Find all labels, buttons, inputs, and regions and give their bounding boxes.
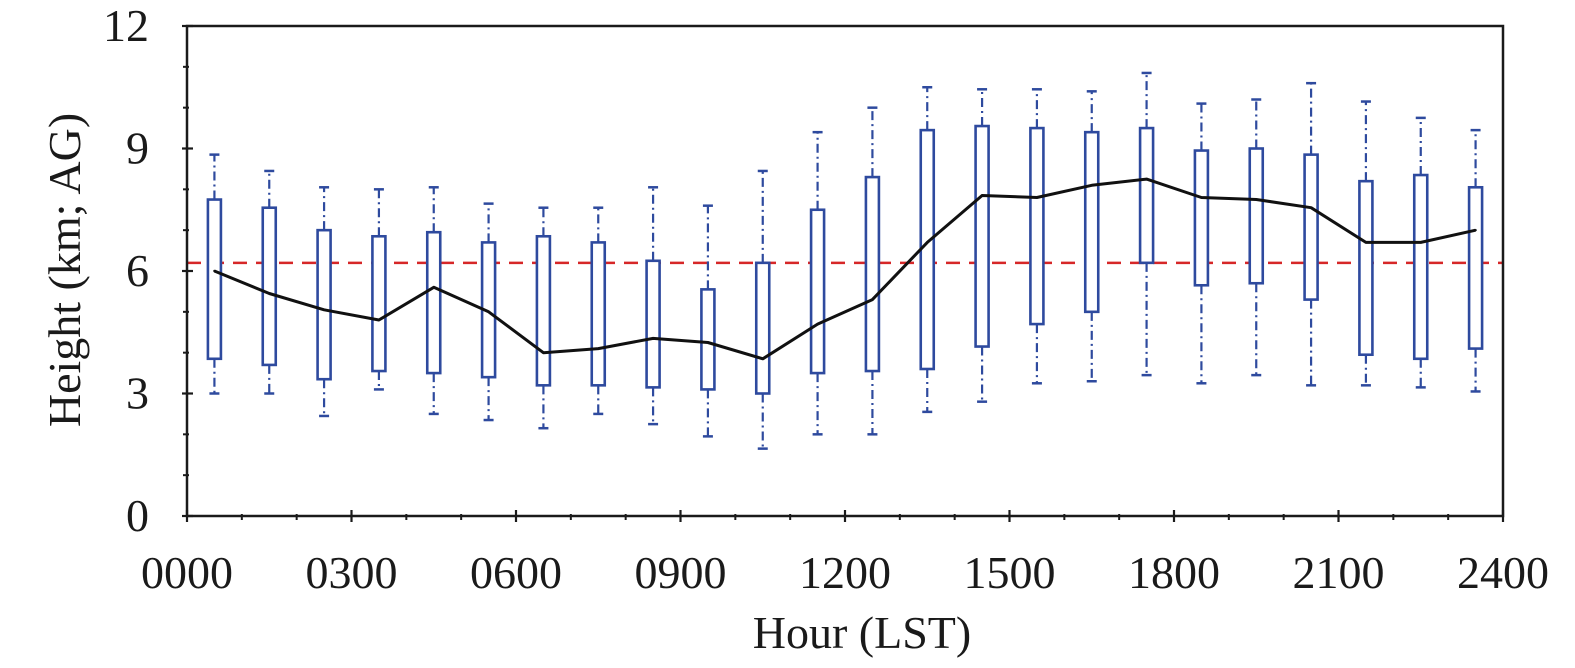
box-body <box>535 234 552 387</box>
median-point-3 <box>377 318 381 322</box>
box-body <box>974 124 990 348</box>
box-body <box>371 234 387 373</box>
box-5 <box>480 202 497 422</box>
median-point-14 <box>980 194 984 197</box>
median-point-18 <box>1200 196 1203 199</box>
box-body <box>700 288 716 391</box>
x-tick-label: 1200 <box>799 547 891 598</box>
median-point-7 <box>597 347 600 350</box>
median-point-20 <box>1309 206 1313 209</box>
median-point-9 <box>706 341 710 344</box>
median-point-10 <box>761 357 764 360</box>
x-tick-label: 1800 <box>1128 547 1220 598</box>
x-tick-label: 0000 <box>141 547 233 598</box>
box-body <box>809 208 826 375</box>
box-2 <box>316 186 332 418</box>
box-16 <box>1083 90 1100 383</box>
box-3 <box>371 188 387 391</box>
box-body <box>754 261 771 395</box>
y-axis-title: Height (km; AG) <box>39 113 90 427</box>
y-tick-label: 3 <box>126 368 149 419</box>
box-body <box>1248 147 1265 285</box>
box-body <box>1303 153 1319 301</box>
median-point-2 <box>322 308 326 311</box>
median-point-5 <box>487 310 490 314</box>
median-point-4 <box>432 286 435 289</box>
box-14 <box>974 88 990 403</box>
box-body <box>206 198 223 361</box>
box-18 <box>1193 102 1210 385</box>
y-tick-label: 0 <box>126 490 149 541</box>
x-tick-label: 0900 <box>635 547 727 598</box>
x-tick-label: 2100 <box>1293 547 1385 598</box>
box-body <box>919 128 936 371</box>
box-11 <box>809 130 826 436</box>
x-tick-label: 0600 <box>470 547 562 598</box>
y-tick-label: 9 <box>126 123 149 174</box>
box-4 <box>425 186 442 416</box>
box-body <box>1083 130 1100 314</box>
median-point-16 <box>1090 184 1093 187</box>
box-body <box>645 259 661 389</box>
box-20 <box>1303 81 1319 387</box>
median-point-11 <box>816 322 819 326</box>
box-body <box>1193 149 1210 287</box>
box-22 <box>1412 116 1429 389</box>
box-body <box>425 230 442 375</box>
box-body <box>1467 185 1484 350</box>
box-15 <box>1029 88 1045 385</box>
median-point-8 <box>651 337 655 340</box>
y-tick-label: 12 <box>103 0 149 51</box>
box-body <box>864 175 881 373</box>
median-point-22 <box>1419 241 1422 244</box>
median-line <box>213 177 1476 361</box>
box-17 <box>1138 71 1155 377</box>
box-23 <box>1467 128 1484 393</box>
tick-layer <box>182 24 1505 522</box>
box-21 <box>1358 100 1374 387</box>
y-tick-label: 6 <box>126 245 149 296</box>
median-point-13 <box>926 241 929 244</box>
median-point-0 <box>213 269 216 273</box>
x-tick-label: 1500 <box>964 547 1056 598</box>
box-12 <box>864 106 881 436</box>
median-point-6 <box>542 351 545 354</box>
box-body <box>1358 179 1374 357</box>
median-point-21 <box>1364 241 1368 244</box>
x-axis-title: Hour (LST) <box>753 607 971 658</box>
box-0 <box>206 153 223 395</box>
box-6 <box>535 206 552 430</box>
box-1 <box>261 169 278 395</box>
box-body <box>590 241 607 387</box>
box-layer <box>206 71 1484 450</box>
median-point-23 <box>1474 228 1477 232</box>
median-point-19 <box>1255 198 1258 201</box>
tick-label-layer: 0 3 6 9 12 0000 0300 0600 0900 1200 1500 1800 2100 24… <box>103 0 1549 598</box>
median-line-layer <box>213 177 1477 361</box>
box-body <box>1138 126 1155 265</box>
median-point-1 <box>268 292 271 295</box>
x-tick-label: 2400 <box>1457 547 1549 598</box>
box-9 <box>700 204 716 438</box>
box-7 <box>590 206 607 416</box>
box-10 <box>754 169 771 450</box>
median-point-17 <box>1145 177 1148 181</box>
x-tick-label: 0300 <box>306 547 398 598</box>
box-body <box>261 206 278 367</box>
median-point-12 <box>871 298 874 301</box>
box-19 <box>1248 98 1265 377</box>
box-body <box>316 228 332 381</box>
box-8 <box>645 186 661 426</box>
box-body <box>1029 126 1045 326</box>
median-point-15 <box>1035 196 1039 199</box>
box-body <box>1412 173 1429 361</box>
box-13 <box>919 86 936 414</box>
